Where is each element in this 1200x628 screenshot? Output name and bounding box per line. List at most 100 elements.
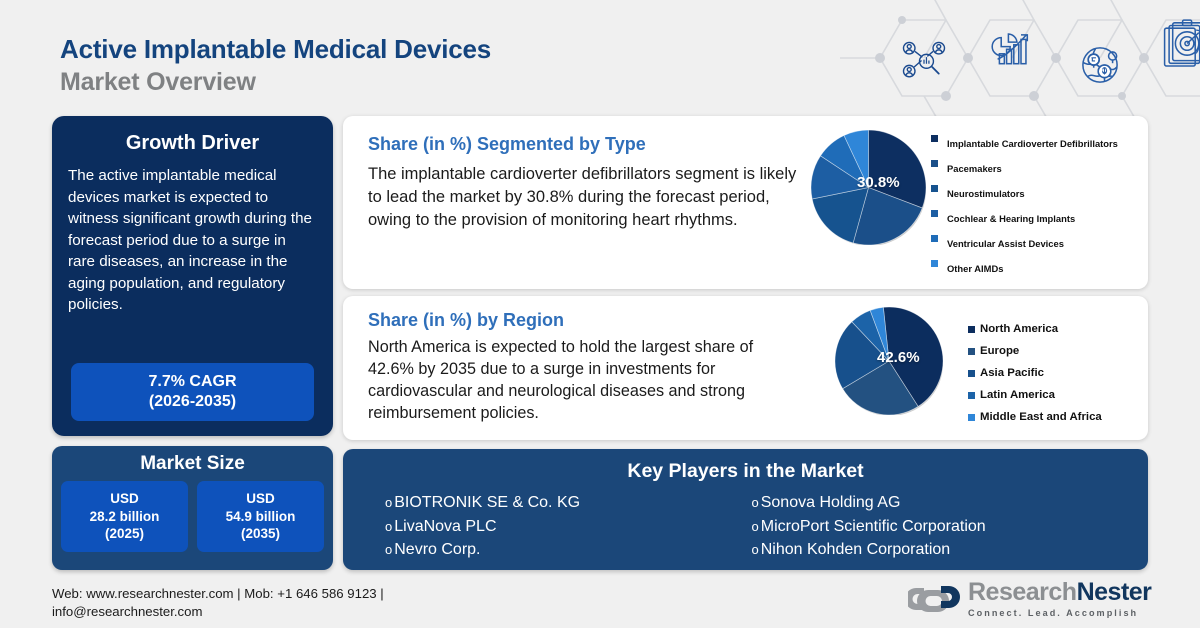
key-player-name: Sonova Holding AG xyxy=(760,494,901,511)
legend-label: Latin America xyxy=(980,389,1055,401)
logo-tagline: Connect. Lead. Accomplish xyxy=(968,608,1139,618)
legend-item: Neurostimulators xyxy=(931,180,1146,205)
legend-label: Middle East and Africa xyxy=(980,411,1102,423)
legend-swatch xyxy=(968,391,975,399)
key-player-name: MicroPort Scientific Corporation xyxy=(760,517,986,535)
pie-value-label: 30.8% xyxy=(857,174,900,191)
market-size-box: USD 54.9 billion (2035) xyxy=(197,481,324,552)
bullet-icon: o xyxy=(751,518,759,534)
logo-wordmark: ResearchNester Connect. Lead. Accomplish xyxy=(968,578,1152,618)
segment-by-type-body: The implantable cardioverter defibrillat… xyxy=(368,165,797,230)
key-player-name: Nihon Kohden Corporation xyxy=(760,541,951,559)
footer-line-2: info@researchnester.com xyxy=(52,603,203,619)
legend-label: North America xyxy=(980,323,1059,335)
market-size-title: Market Size xyxy=(140,453,245,474)
logo-word-nester: Nester xyxy=(1076,578,1152,606)
pie-slice xyxy=(882,306,944,407)
legend-label: Neurostimulators xyxy=(947,188,1025,199)
research-nester-logo: ResearchNester Connect. Lead. Accomplish xyxy=(905,578,1152,622)
key-player-item: o BIOTRONIK SE & Co. KG xyxy=(385,491,752,515)
amount: 28.2 billion xyxy=(89,508,160,524)
legend-item: Middle East and Africa xyxy=(968,406,1148,428)
legend-swatch xyxy=(968,369,975,377)
pie-slice xyxy=(842,360,919,416)
pie-slice xyxy=(843,129,869,188)
pie-slice xyxy=(868,129,927,209)
network-people-magnifier-icon xyxy=(902,41,946,78)
legend-label: Implantable Cardioverter Defibrillators xyxy=(947,138,1118,149)
globe-location-dollar-icon xyxy=(1082,47,1118,83)
market-size-box: USD 28.2 billion (2025) xyxy=(61,481,188,552)
legend-label: Cochlear & Hearing Implants xyxy=(947,213,1076,224)
legend-label: Europe xyxy=(980,345,1020,357)
key-player-name: BIOTRONIK SE & Co. KG xyxy=(394,494,581,511)
cagr-value: 7.7% CAGR xyxy=(148,373,237,390)
legend-swatch xyxy=(931,235,938,242)
cagr-period: (2026-2035) xyxy=(148,393,237,410)
title-main: Active Implantable Medical Devices xyxy=(60,34,492,64)
key-players-left-column: o BIOTRONIK SE & Co. KG o LivaNova PLC o Nevr… xyxy=(385,491,752,562)
type-pie-legend: Implantable Cardioverter Defibrillators P… xyxy=(931,130,1146,280)
legend-swatch xyxy=(931,135,938,142)
legend-item: North America xyxy=(968,318,1148,340)
hexagon-decoration xyxy=(840,0,1200,118)
legend-label: Pacemakers xyxy=(947,163,1002,174)
share-by-region-heading: Share (in %) by Region xyxy=(368,310,565,330)
key-players-columns: o BIOTRONIK SE & Co. KG o LivaNova PLC o Nevr… xyxy=(343,491,1148,562)
legend-label: Asia Pacific xyxy=(980,367,1044,379)
legend-swatch xyxy=(931,185,938,192)
legend-item: Asia Pacific xyxy=(968,362,1148,384)
legend-item: Other AIMDs xyxy=(931,255,1146,280)
segment-by-type-heading: Share (in %) Segmented by Type xyxy=(368,134,646,154)
market-size-values: USD 28.2 billion (2025) USD 54.9 billion… xyxy=(61,481,324,552)
legend-label: Other AIMDs xyxy=(947,263,1004,274)
pie-value-label: 42.6% xyxy=(877,349,920,366)
pie-slice xyxy=(834,321,890,390)
growth-driver-title: Growth Driver xyxy=(125,132,260,154)
legend-swatch xyxy=(968,325,975,333)
bullet-icon: o xyxy=(751,542,759,558)
clipboard-target-icon xyxy=(1163,19,1200,67)
legend-item: Cochlear & Hearing Implants xyxy=(931,205,1146,230)
key-player-item: o Nihon Kohden Corporation xyxy=(752,538,1119,562)
currency: USD xyxy=(110,491,139,506)
bullet-icon: o xyxy=(385,518,393,534)
cagr-badge: 7.7% CAGR (2026-2035) xyxy=(71,363,314,421)
year: (2025) xyxy=(104,526,145,542)
share-by-region-body: North America is expected to hold the la… xyxy=(368,338,754,423)
interlocking-links-logo-icon xyxy=(905,584,962,621)
legend-item: Pacemakers xyxy=(931,155,1146,180)
pie-slice xyxy=(869,306,890,362)
legend-item: Ventricular Assist Devices xyxy=(931,230,1146,255)
legend-item: Implantable Cardioverter Defibrillators xyxy=(931,130,1146,155)
type-pie-chart: 30.8% xyxy=(810,129,927,250)
bullet-icon: o xyxy=(751,495,759,510)
legend-swatch xyxy=(968,347,975,355)
page-title: Active Implantable Medical Devices Marke… xyxy=(60,34,491,98)
region-pie-chart: 42.6% xyxy=(834,306,944,420)
key-player-item: o Sonova Holding AG xyxy=(752,491,1119,515)
share-by-region-card: Share (in %) by Region North America is … xyxy=(343,296,1148,440)
currency: USD xyxy=(246,491,275,506)
legend-swatch xyxy=(931,260,938,267)
pie-slice xyxy=(811,187,869,244)
footer-line-1: Web: www.researchnester.com | Mob: +1 64… xyxy=(52,586,384,601)
legend-item: Latin America xyxy=(968,384,1148,406)
legend-label: Ventricular Assist Devices xyxy=(947,238,1064,249)
key-player-item: o Nevro Corp. xyxy=(385,538,752,562)
pie-bar-growth-chart-icon xyxy=(991,33,1029,65)
key-players-right-column: o Sonova Holding AG o MicroPort Scientific … xyxy=(752,491,1119,562)
region-pie-legend: North America Europe Asia Pacific Latin Ame… xyxy=(968,318,1148,428)
key-player-item: o MicroPort Scientific Corporation xyxy=(752,515,1119,539)
pie-slice xyxy=(852,187,923,246)
key-players-card: Key Players in the Market o BIOTRONIK SE … xyxy=(343,449,1148,570)
legend-swatch xyxy=(931,160,938,167)
legend-item: Europe xyxy=(968,340,1148,362)
legend-swatch xyxy=(968,413,975,421)
bullet-icon: o xyxy=(385,542,393,558)
bullet-icon: o xyxy=(385,495,393,510)
key-player-item: o LivaNova PLC xyxy=(385,515,752,539)
key-players-title: Key Players in the Market xyxy=(627,460,864,482)
amount: 54.9 billion xyxy=(225,508,296,524)
